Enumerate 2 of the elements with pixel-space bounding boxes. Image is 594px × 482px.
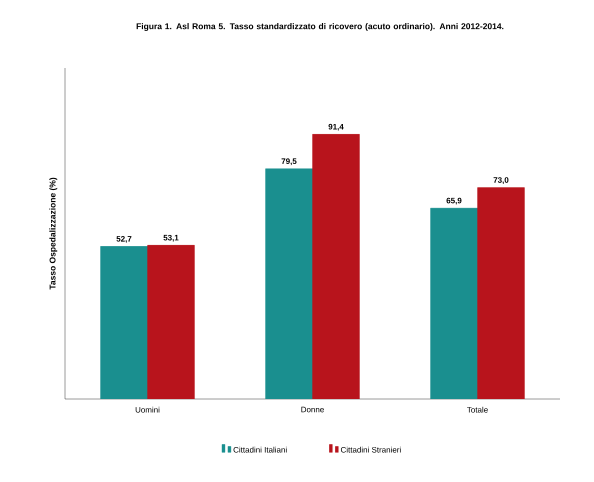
chart-title: Figura 1. Asl Roma 5. Tasso standardizzato di ricovero (acuto ordinario). Anni 2012-2014. [136,23,504,31]
y-axis-title: Tasso Ospedalizzazione (%) [49,178,58,290]
